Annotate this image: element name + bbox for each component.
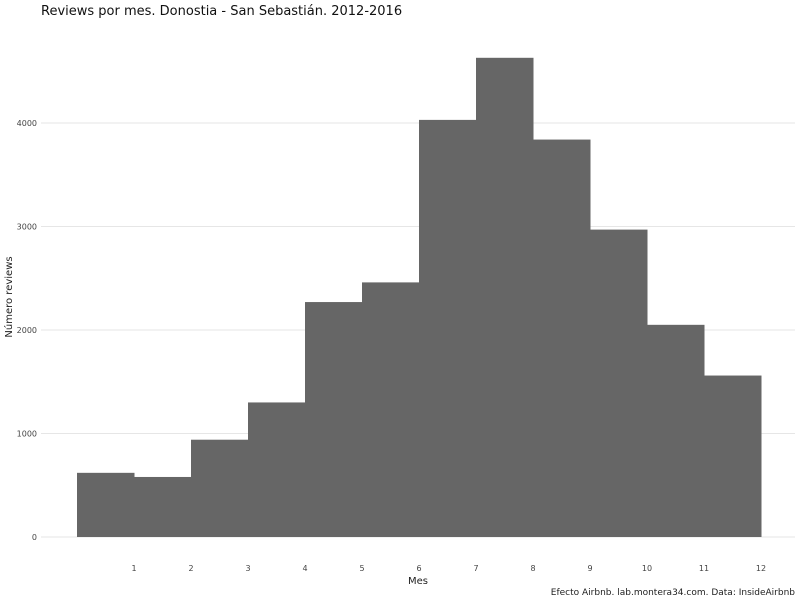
bar xyxy=(704,375,762,537)
y-tick-label: 2000 xyxy=(17,326,37,335)
y-tick-label: 4000 xyxy=(17,119,37,128)
bar xyxy=(476,57,534,538)
bar xyxy=(419,119,477,538)
x-tick-label: 1 xyxy=(131,564,136,573)
x-tick-label: 9 xyxy=(587,564,592,573)
x-tick-label: 2 xyxy=(188,564,193,573)
y-tick-label: 0 xyxy=(32,533,37,542)
x-tick-label: 7 xyxy=(473,564,478,573)
x-tick-label: 12 xyxy=(756,564,766,573)
bar xyxy=(362,282,420,537)
x-tick-label: 4 xyxy=(302,564,307,573)
y-axis-ticks: 0 1000 2000 3000 4000 xyxy=(17,119,37,542)
x-tick-label: 6 xyxy=(416,564,421,573)
bar xyxy=(590,229,648,538)
x-tick-label: 10 xyxy=(642,564,652,573)
chart-title: Reviews por mes. Donostia - San Sebastiá… xyxy=(41,4,402,19)
y-tick-label: 1000 xyxy=(17,430,37,439)
chart-caption: Efecto Airbnb. lab.montera34.com. Data: … xyxy=(551,588,796,598)
bar xyxy=(134,476,192,537)
x-tick-label: 11 xyxy=(699,564,709,573)
bar xyxy=(248,402,306,537)
bar xyxy=(305,302,363,537)
x-tick-label: 5 xyxy=(359,564,364,573)
bars xyxy=(77,57,762,538)
bar xyxy=(77,472,135,537)
bar xyxy=(533,139,591,537)
x-tick-label: 3 xyxy=(245,564,250,573)
x-axis-label: Mes xyxy=(408,576,428,587)
x-axis-ticks: 1 2 3 4 5 6 7 8 9 10 11 12 xyxy=(131,564,766,573)
x-tick-label: 8 xyxy=(530,564,535,573)
bar xyxy=(191,439,249,537)
bar xyxy=(647,324,705,537)
y-axis-label: Número reviews xyxy=(3,256,15,337)
y-tick-label: 3000 xyxy=(17,223,37,232)
